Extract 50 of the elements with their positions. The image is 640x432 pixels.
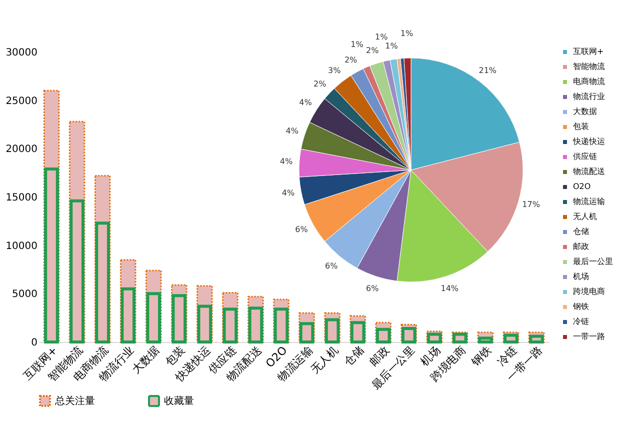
- legend-label: 供应链: [573, 152, 597, 161]
- data-label: 3%: [328, 66, 342, 76]
- data-label: 1%: [400, 29, 414, 38]
- data-label: 4%: [299, 98, 312, 108]
- legend-label: 包装: [573, 122, 589, 131]
- legend-label: 互联网+: [573, 47, 604, 56]
- data-label: 2%: [344, 55, 358, 64]
- x-tick-label: 邮政: [367, 344, 392, 369]
- legend-label: 总关注量: [54, 395, 95, 407]
- data-label: 6%: [324, 261, 338, 270]
- data-label: 2%: [314, 79, 327, 88]
- legend-label: 跨境电商: [573, 287, 605, 296]
- legend-label: 一带一路: [573, 332, 605, 341]
- legend-label: 智能物流: [573, 62, 605, 71]
- legend-label: 最后一公里: [573, 257, 613, 266]
- y-tick-label: 10000: [6, 240, 38, 252]
- legend-label: 钢铁: [572, 302, 589, 311]
- legend-label: 邮政: [573, 242, 589, 251]
- legend-label: 机场: [573, 272, 589, 281]
- legend-label: 物流运输: [573, 197, 605, 206]
- data-label: 17%: [522, 200, 540, 209]
- y-tick-label: 30000: [6, 48, 38, 58]
- legend-label: 冷链: [573, 317, 589, 326]
- legend-label: 物流配送: [573, 167, 605, 176]
- legend-label: 物流行业: [573, 92, 605, 101]
- y-tick-label: 20000: [6, 144, 38, 156]
- legend-label: 收藏量: [164, 395, 194, 407]
- legend-label: 快递快运: [572, 137, 605, 146]
- legend-label: 大数据: [573, 107, 597, 116]
- legend-label: 无人机: [573, 212, 597, 221]
- data-label: 1%: [385, 42, 398, 51]
- data-label: 21%: [478, 66, 497, 76]
- data-label: 14%: [440, 284, 459, 293]
- legend-label: 电商物流: [573, 77, 605, 86]
- x-tick-label: 仓储: [342, 344, 366, 369]
- data-label: 6%: [366, 284, 380, 293]
- data-label: 2%: [366, 46, 380, 56]
- data-label: 4%: [280, 157, 293, 166]
- y-tick-label: 0: [31, 338, 38, 348]
- x-tick-label: 钢铁: [468, 344, 494, 370]
- data-label: 4%: [286, 126, 299, 136]
- data-label: 4%: [282, 188, 295, 198]
- y-tick-label: 5000: [12, 289, 38, 300]
- legend-label: O2O: [573, 182, 591, 191]
- legend-label: 仓储: [573, 227, 589, 236]
- data-label: 1%: [374, 32, 388, 42]
- y-tick-label: 25000: [6, 96, 38, 107]
- data-label: 6%: [295, 225, 308, 234]
- y-tick-label: 15000: [6, 192, 38, 204]
- data-label: 1%: [350, 40, 364, 50]
